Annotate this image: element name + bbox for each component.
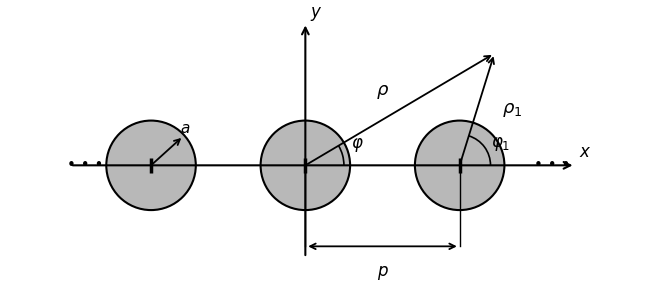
Text: $\rho_1$: $\rho_1$ (502, 101, 522, 119)
Text: a: a (181, 121, 190, 136)
Circle shape (106, 121, 196, 210)
Circle shape (261, 121, 350, 210)
Text: $\rho$: $\rho$ (376, 83, 389, 101)
Text: • • •: • • • (534, 158, 570, 173)
Text: $\varphi_1$: $\varphi_1$ (491, 135, 510, 153)
Text: $\varphi$: $\varphi$ (351, 136, 364, 153)
Text: p: p (377, 262, 388, 280)
Text: • • •: • • • (67, 158, 104, 173)
Text: x: x (579, 143, 589, 162)
Circle shape (415, 121, 505, 210)
Text: y: y (311, 3, 321, 21)
